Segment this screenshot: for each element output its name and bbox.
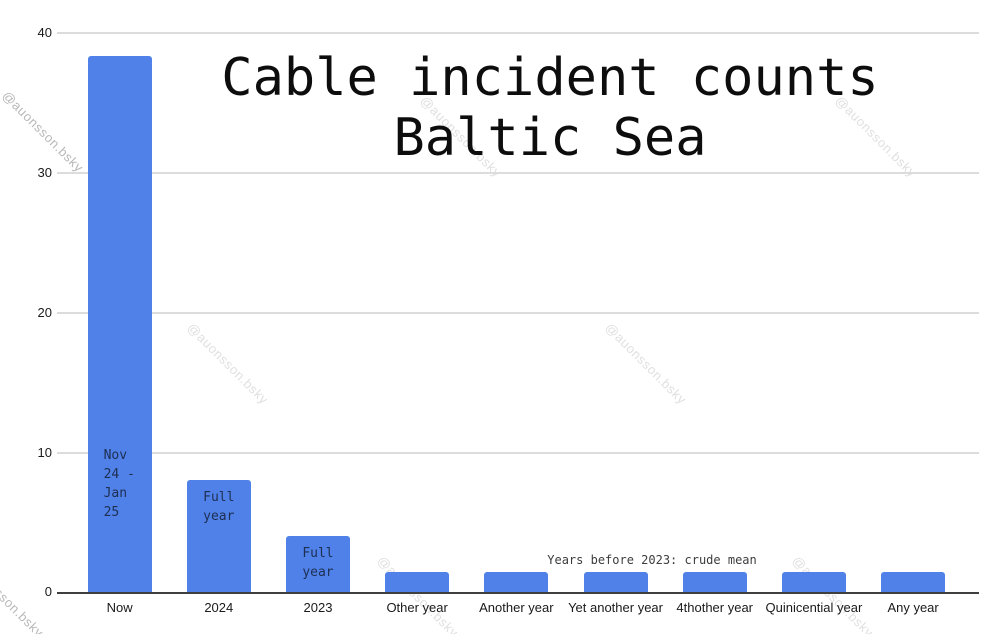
- gridline-20: [57, 312, 979, 314]
- bar-group-yet-another-year: Yet another year: [566, 32, 665, 615]
- bar-now: Nov 24 - Jan 25: [87, 55, 152, 592]
- x-axis-label-another-year: Another year: [479, 600, 554, 615]
- bar-quinicential-year: [781, 572, 846, 592]
- bar-group-2024: Full year 2024: [169, 32, 268, 615]
- y-tick-10: 10: [37, 445, 52, 460]
- x-axis-label-any-year: Any year: [887, 600, 939, 615]
- chart-title-line1: Cable incident counts: [221, 48, 879, 108]
- bar-group-quinicential-year: Quinicential year: [764, 32, 863, 615]
- bar-group-any-year: Any year: [864, 32, 963, 615]
- x-axis-label-2024: 2024: [204, 600, 234, 615]
- bar-group-4thother-year: 4thother year: [665, 32, 764, 615]
- bar-group-now: Nov 24 - Jan 25 Now: [70, 32, 169, 615]
- y-tick-40: 40: [37, 25, 52, 40]
- x-axis-line: [57, 592, 979, 594]
- bar-annotation-2024: Full year: [203, 490, 235, 524]
- bar-annotation-2023: Full year: [302, 546, 334, 580]
- plot-area: Nov 24 - Jan 25 Now Full year 2024 Full …: [70, 32, 964, 615]
- bar-4thother-year: [682, 572, 747, 592]
- chart-annotation-crude-mean: Years before 2023: crude mean: [547, 553, 757, 567]
- x-axis-label-quinicential-year: Quinicential year: [765, 600, 863, 615]
- bar-yet-another-year: [583, 572, 648, 592]
- x-axis-label-yet-another-year: Yet another year: [568, 600, 663, 615]
- bar-any-year: [881, 572, 946, 592]
- gridline-30: [57, 172, 979, 174]
- bar-group-other-year: Other year: [368, 32, 467, 615]
- x-axis-label-other-year: Other year: [386, 600, 448, 615]
- x-axis-label-4thother-year: 4thother year: [676, 600, 754, 615]
- gridline-10: [57, 452, 979, 454]
- y-tick-30: 30: [37, 165, 52, 180]
- x-axis-label-now: Now: [106, 600, 133, 615]
- bar-other-year: [385, 572, 450, 592]
- gridline-40: [57, 32, 979, 34]
- y-tick-20: 20: [37, 305, 52, 320]
- bar-another-year: [484, 572, 549, 592]
- bar-annotation-now: Nov 24 - Jan 25: [103, 447, 135, 520]
- bar-group-2023: Full year 2023: [268, 32, 367, 615]
- x-axis-label-2023: 2023: [303, 600, 333, 615]
- y-tick-0: 0: [44, 584, 52, 599]
- chart-title-line2: Baltic Sea: [393, 108, 707, 168]
- bar-2024: Full year: [186, 480, 251, 592]
- bar-2023: Full year: [285, 536, 350, 592]
- bar-group-another-year: Another year: [467, 32, 566, 615]
- chart-title: Cable incident counts Baltic Sea: [221, 48, 878, 168]
